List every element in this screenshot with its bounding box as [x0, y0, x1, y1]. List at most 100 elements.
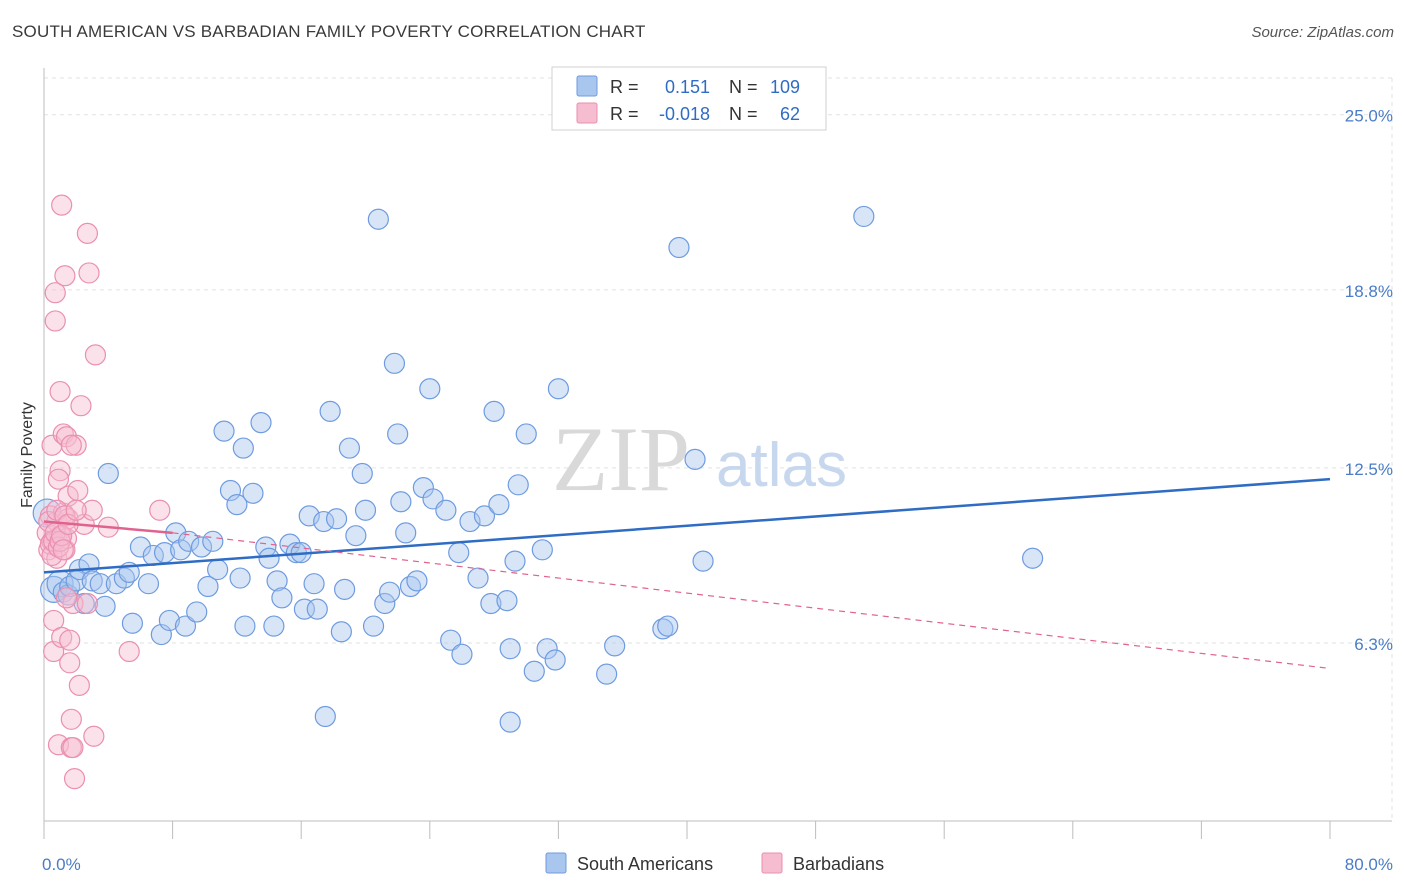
point-south-americans	[604, 635, 626, 657]
point-south-americans	[351, 462, 373, 485]
series-legend: South Americans Barbadians	[545, 852, 884, 874]
point-south-americans	[547, 378, 570, 400]
point-south-americans	[419, 378, 441, 400]
point-south-americans	[387, 423, 409, 445]
point-south-americans	[89, 573, 111, 595]
point-south-americans	[263, 615, 285, 637]
point-south-americans	[467, 567, 489, 589]
point-south-americans	[330, 621, 352, 643]
point-south-americans	[186, 601, 208, 623]
point-south-americans	[234, 615, 256, 637]
watermark-atlas: atlas	[716, 431, 847, 500]
point-barbadians	[76, 222, 99, 244]
point-barbadians	[47, 468, 70, 490]
point-barbadians	[60, 434, 82, 456]
point-south-americans	[314, 705, 336, 728]
point-barbadians	[59, 652, 81, 674]
point-south-americans	[303, 573, 325, 595]
point-south-americans	[473, 505, 496, 527]
point-south-americans	[271, 587, 293, 609]
source-credit: Source: ZipAtlas.com	[1251, 24, 1394, 41]
point-barbadians	[62, 592, 84, 615]
point-south-americans	[242, 482, 264, 504]
y-tick-label: 6.3%	[1354, 635, 1393, 654]
point-south-americans	[190, 536, 213, 558]
point-barbadians	[81, 499, 103, 521]
point-south-americans	[596, 663, 618, 685]
point-barbadians	[44, 282, 66, 304]
point-south-americans	[692, 550, 714, 572]
point-south-americans	[362, 615, 385, 637]
watermark-zip: ZIP	[552, 408, 690, 510]
point-barbadians	[70, 395, 92, 417]
legend-r-label: R =	[610, 104, 639, 124]
point-south-americans	[97, 462, 119, 485]
point-south-americans	[232, 437, 254, 459]
point-south-americans	[488, 493, 510, 516]
point-south-americans	[496, 590, 518, 612]
point-south-americans	[207, 558, 229, 581]
legend-n-value-barbadians: 62	[780, 104, 800, 124]
point-south-americans	[853, 205, 875, 228]
point-barbadians	[49, 460, 71, 482]
point-south-americans	[499, 711, 521, 733]
point-barbadians	[59, 629, 81, 651]
point-south-americans	[338, 437, 361, 459]
watermark: ZIP atlas	[552, 408, 847, 510]
point-south-americans	[451, 643, 473, 665]
legend-n-label: N =	[729, 104, 758, 124]
point-south-americans	[266, 570, 288, 592]
x-tick-labels: 0.0% 80.0%	[42, 855, 1393, 874]
legend-r-label: R =	[610, 77, 639, 97]
point-barbadians	[83, 725, 105, 747]
point-south-americans	[202, 530, 224, 552]
axes	[43, 68, 1392, 839]
point-south-americans	[334, 578, 356, 600]
point-south-americans	[293, 598, 316, 620]
point-south-americans	[448, 542, 470, 564]
point-south-americans	[129, 536, 152, 558]
legend-swatch-barbadians	[576, 102, 598, 124]
point-south-americans	[531, 539, 553, 561]
point-south-americans	[354, 499, 377, 521]
point-barbadians	[54, 505, 76, 527]
point-south-americans	[94, 595, 116, 617]
point-barbadians	[51, 626, 73, 648]
point-south-americans	[390, 491, 412, 513]
point-barbadians	[51, 194, 73, 216]
legend-r-value-south-americans: 0.151	[665, 77, 710, 97]
point-south-americans	[213, 420, 235, 442]
point-south-americans	[657, 615, 679, 637]
legend-n-label: N =	[729, 77, 758, 97]
point-south-americans	[374, 592, 396, 615]
point-south-americans	[1022, 547, 1044, 569]
y-tick-label: 25.0%	[1345, 107, 1393, 126]
point-barbadians	[65, 434, 87, 456]
point-barbadians	[52, 539, 74, 561]
point-south-americans	[226, 493, 248, 516]
point-south-americans	[345, 525, 367, 547]
point-barbadians	[68, 674, 90, 696]
point-barbadians	[118, 640, 140, 663]
series-legend-swatch-barbadians	[761, 852, 783, 874]
point-barbadians	[60, 708, 82, 730]
legend-box: R = 0.151 N = 109 R = -0.018 N = 62	[551, 66, 827, 131]
point-barbadians	[49, 380, 71, 403]
y-tick-label: 18.8%	[1345, 282, 1393, 301]
point-barbadians	[43, 609, 65, 632]
point-south-americans	[483, 400, 505, 422]
point-barbadians	[67, 479, 89, 502]
point-south-americans	[219, 479, 242, 502]
point-south-americans	[197, 575, 219, 598]
gridlines	[44, 77, 1393, 821]
legend-swatch-south-americans	[576, 75, 598, 97]
chart-title: SOUTH AMERICAN VS BARBADIAN FAMILY POVER…	[12, 22, 646, 41]
series-legend-swatch-south-americans	[545, 852, 567, 874]
legend-r-value-barbadians: -0.018	[659, 104, 710, 124]
point-south-americans	[121, 612, 144, 634]
point-south-americans	[499, 638, 521, 660]
point-barbadians	[63, 768, 86, 790]
point-south-americans	[319, 400, 341, 422]
x-tick-label-max: 80.0%	[1345, 855, 1393, 874]
